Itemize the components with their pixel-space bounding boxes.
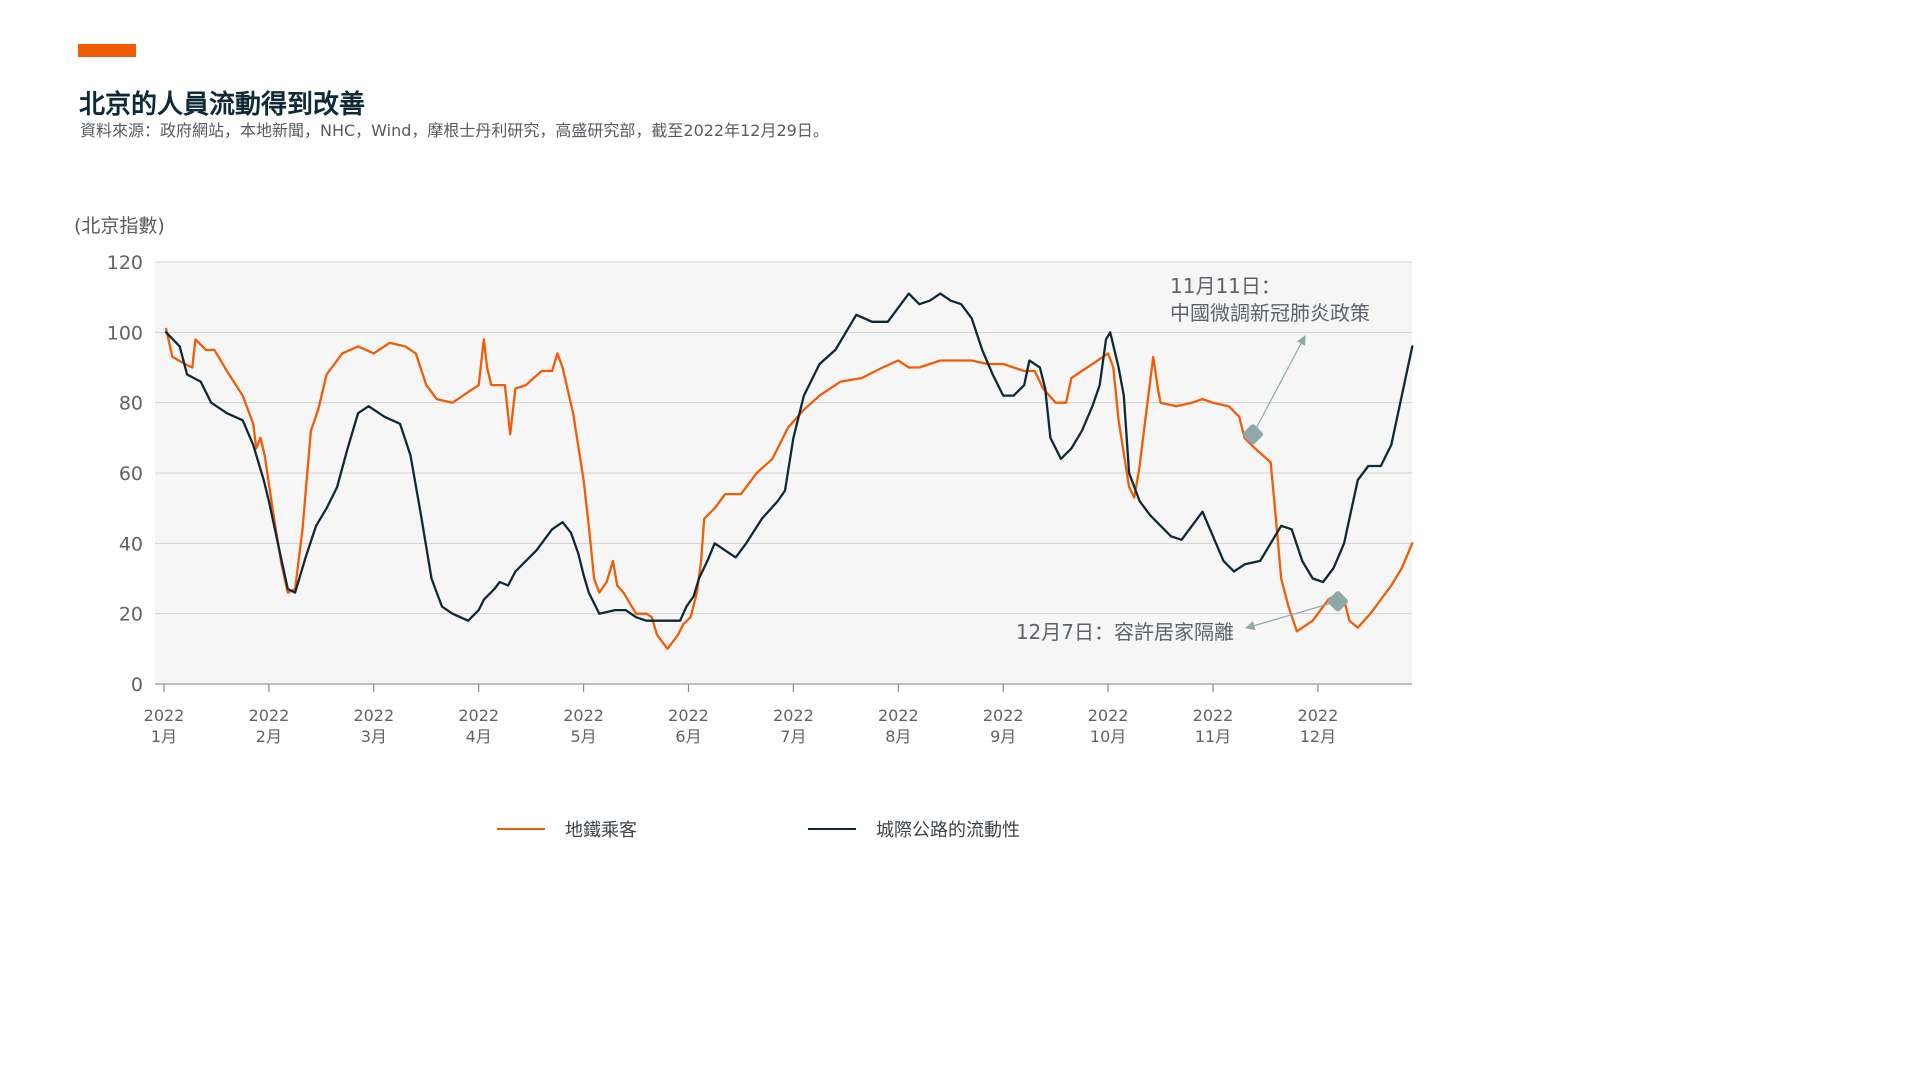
legend-label-subway: 地鐵乘客 xyxy=(565,820,637,841)
x-tick-month: 6月 xyxy=(675,727,701,746)
y-tick-label: 120 xyxy=(107,252,143,274)
legend-item-highway: 城際公路的流動性 xyxy=(808,816,1020,842)
x-tick-month: 7月 xyxy=(780,727,806,746)
annotation-line2: 中國微調新冠肺炎政策 xyxy=(1170,301,1370,325)
annotation-marker xyxy=(1327,591,1348,612)
gridlines xyxy=(155,261,1412,615)
x-tick-label: 2022 5月 xyxy=(563,706,604,746)
x-tick-year: 2022 xyxy=(983,706,1024,725)
y-axis-label: (北京指數) xyxy=(74,215,165,237)
x-tick-year: 2022 xyxy=(353,706,394,725)
legend-swatch-highway xyxy=(808,827,856,831)
x-tick-year: 2022 xyxy=(773,706,814,725)
annotation-marker xyxy=(1242,424,1263,445)
y-tick-label: 60 xyxy=(119,463,143,485)
accent-bar xyxy=(78,44,136,57)
x-tick-year: 2022 xyxy=(668,706,709,725)
x-tick-year: 2022 xyxy=(1298,706,1339,725)
y-tick-label: 0 xyxy=(131,674,143,696)
x-tick-month: 5月 xyxy=(571,727,597,746)
x-tick-label: 2022 7月 xyxy=(773,706,814,746)
x-tick-label: 2022 8月 xyxy=(878,706,919,746)
annotation-line1: 11月11日： xyxy=(1170,274,1281,298)
legend-label-highway: 城際公路的流動性 xyxy=(876,820,1020,841)
x-tick-label: 2022 10月 xyxy=(1088,706,1129,746)
x-tick-label: 2022 1月 xyxy=(144,706,185,746)
x-tick-year: 2022 xyxy=(1193,706,1234,725)
x-tick-year: 2022 xyxy=(878,706,919,725)
x-tick-year: 2022 xyxy=(144,706,185,725)
x-tick-label: 2022 2月 xyxy=(249,706,290,746)
x-tick-month: 9月 xyxy=(990,727,1016,746)
x-tick-month: 2月 xyxy=(256,727,282,746)
annotations: 11月11日： 中國微調新冠肺炎政策 12月7日：容許居家隔離 xyxy=(1016,274,1370,644)
x-tick-label: 2022 11月 xyxy=(1193,706,1234,746)
x-tick-month: 3月 xyxy=(361,727,387,746)
x-tick-month: 10月 xyxy=(1090,727,1126,746)
y-tick-label: 40 xyxy=(119,533,143,555)
y-tick-label: 80 xyxy=(119,393,143,415)
x-tick-month: 11月 xyxy=(1195,727,1231,746)
y-tick-label: 20 xyxy=(119,604,143,626)
annotation-arrow xyxy=(1252,335,1306,435)
y-tick-label: 100 xyxy=(107,322,143,344)
series-line-highway xyxy=(164,292,1414,622)
y-tick-labels: 0 20 40 60 80 100 120 xyxy=(107,252,143,696)
x-tick-label: 2022 6月 xyxy=(668,706,709,746)
x-tick-year: 2022 xyxy=(1088,706,1129,725)
x-tick-label: 2022 12月 xyxy=(1298,706,1339,746)
x-tick-year: 2022 xyxy=(563,706,604,725)
x-tick-year: 2022 xyxy=(249,706,290,725)
x-tick-month: 12月 xyxy=(1300,727,1336,746)
source-note: 資料來源：政府網站，本地新聞，NHC，Wind，摩根士丹利研究，高盛研究部，截至… xyxy=(80,121,829,140)
annotation-label-nov11: 11月11日： 中國微調新冠肺炎政策 xyxy=(1170,274,1370,325)
x-tick-label: 2022 4月 xyxy=(458,706,499,746)
series-lines xyxy=(164,292,1414,650)
x-tick-month: 8月 xyxy=(885,727,911,746)
line-chart: 0 20 40 60 80 100 120 2022 1月 2022 2月 2022 3月 2022 4月… xyxy=(107,252,1414,746)
legend-swatch-subway xyxy=(497,827,545,831)
x-tick-year: 2022 xyxy=(458,706,499,725)
x-tick-month: 1月 xyxy=(151,727,177,746)
annotation-arrow xyxy=(1245,600,1338,631)
series-line-subway xyxy=(164,327,1414,650)
legend-item-subway: 地鐵乘客 xyxy=(497,816,637,842)
x-tick-label: 2022 3月 xyxy=(353,706,394,746)
x-tick-month: 4月 xyxy=(466,727,492,746)
annotation-label-dec7: 12月7日：容許居家隔離 xyxy=(1016,620,1234,644)
x-tick-label: 2022 9月 xyxy=(983,706,1024,746)
page-title: 北京的人員流動得到改善 xyxy=(79,90,366,120)
